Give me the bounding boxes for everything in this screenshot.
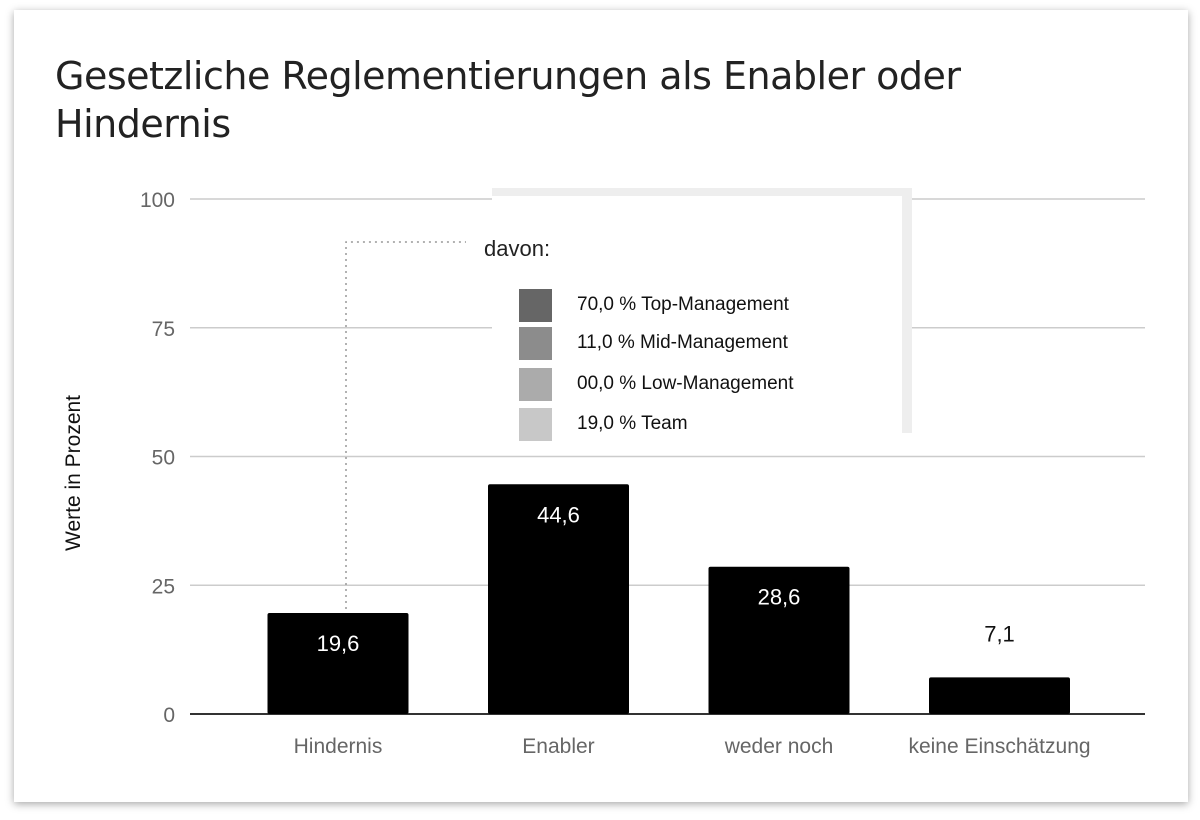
bar <box>708 566 850 714</box>
legend-label: 70,0 % Top-Management <box>577 294 789 315</box>
annotation-box: davon: 70,0 % Top-Management 11,0 % Mid-M… <box>484 188 912 441</box>
legend-swatch <box>519 326 552 360</box>
x-tick-label: Hindernis <box>294 735 383 758</box>
chart-title: Gesetzliche Reglementierungen als Enable… <box>55 54 961 146</box>
y-tick-label: 25 <box>152 575 175 598</box>
data-label: 44,6 <box>537 502 580 527</box>
legend-label: 11,0 % Mid-Management <box>577 332 788 353</box>
bar <box>267 613 409 714</box>
y-tick-label: 50 <box>152 447 175 470</box>
legend-label: 00,0 % Low-Management <box>577 373 794 394</box>
legend-label: 19,0 % Team <box>577 413 688 434</box>
y-axis-label: Werte in Prozent <box>62 395 85 551</box>
bar <box>488 484 629 714</box>
legend-item: 70,0 % Top-Management <box>519 288 789 322</box>
annotation-heading: davon: <box>484 236 551 261</box>
x-tick-label: weder noch <box>724 735 834 758</box>
x-tick-label: keine Einschätzung <box>908 735 1090 758</box>
legend-swatch <box>519 367 552 401</box>
legend-item: 00,0 % Low-Management <box>519 367 794 401</box>
bar <box>929 677 1070 714</box>
x-tick-label: Enabler <box>522 735 594 758</box>
y-tick-label: 75 <box>152 318 175 341</box>
y-tick-label: 100 <box>140 189 175 212</box>
legend-item: 19,0 % Team <box>519 407 688 441</box>
legend-swatch <box>519 288 552 322</box>
data-label: 7,1 <box>984 621 1015 646</box>
data-label: 28,6 <box>758 585 801 610</box>
legend-item: 11,0 % Mid-Management <box>519 326 788 360</box>
annotation-connector <box>345 241 466 610</box>
data-label: 19,6 <box>317 631 360 656</box>
y-tick-label: 0 <box>163 704 175 727</box>
legend-swatch <box>519 407 552 441</box>
